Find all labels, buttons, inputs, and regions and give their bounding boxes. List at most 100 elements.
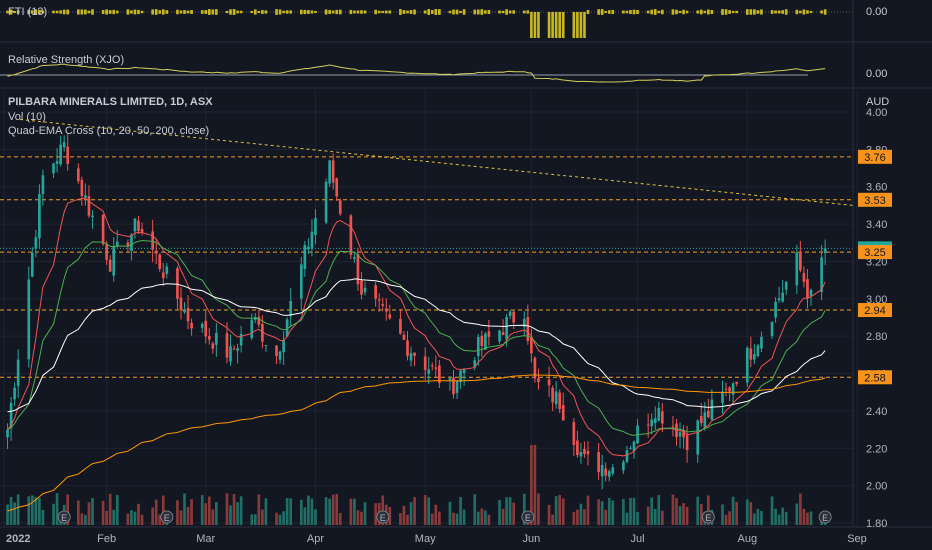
candle-body[interactable] [487, 331, 491, 337]
candle-body[interactable] [77, 168, 80, 182]
candle-body[interactable] [299, 264, 303, 299]
candle-body[interactable] [721, 391, 724, 404]
candle-body[interactable] [579, 451, 583, 457]
rs-pane-title[interactable]: Relative Strength (XJO) [8, 54, 125, 66]
candle-body[interactable] [381, 304, 385, 306]
candle-body[interactable] [200, 323, 204, 328]
candle-body[interactable] [41, 175, 45, 195]
candle-body[interactable] [303, 245, 307, 269]
candle-body[interactable] [526, 317, 530, 341]
candle-body[interactable] [285, 319, 289, 337]
candle-body[interactable] [108, 259, 112, 272]
candle-body[interactable] [289, 300, 293, 317]
candle-body[interactable] [806, 279, 809, 298]
candle-body[interactable] [176, 268, 179, 299]
candle-body[interactable] [505, 316, 508, 340]
candle-body[interactable] [622, 461, 625, 471]
candle-body[interactable] [480, 335, 484, 346]
candle-body[interactable] [13, 387, 16, 400]
candle-body[interactable] [784, 281, 788, 290]
candle-body[interactable] [105, 244, 108, 260]
candle-body[interactable] [310, 231, 314, 249]
candle-body[interactable] [501, 332, 505, 335]
candle-body[interactable] [438, 365, 441, 383]
candle-body[interactable] [604, 468, 608, 476]
candle-body[interactable] [554, 391, 558, 405]
candle-body[interactable] [802, 273, 806, 282]
candle-body[interactable] [335, 178, 339, 197]
candle-body[interactable] [650, 419, 654, 427]
candle-body[interactable] [207, 336, 211, 340]
candle-body[interactable] [760, 336, 763, 349]
indicator-volume[interactable]: Vol (10) [8, 111, 46, 123]
candle-body[interactable] [710, 399, 714, 420]
candle-body[interactable] [427, 369, 431, 374]
candle-body[interactable] [388, 314, 392, 319]
candle-body[interactable] [597, 452, 600, 473]
candle-body[interactable] [774, 301, 777, 318]
candle-body[interactable] [820, 257, 823, 292]
candle-body[interactable] [430, 365, 434, 367]
candle-body[interactable] [363, 287, 367, 293]
candle-body[interactable] [777, 298, 781, 301]
candle-body[interactable] [749, 348, 753, 360]
candle-body[interactable] [6, 429, 9, 438]
candle-body[interactable] [756, 345, 760, 357]
candle-body[interactable] [551, 387, 554, 403]
candle-body[interactable] [87, 196, 91, 216]
candle-body[interactable] [809, 289, 813, 297]
earnings-icon[interactable] [376, 510, 390, 524]
candle-body[interactable] [629, 448, 632, 450]
candle-body[interactable] [186, 307, 190, 322]
candle-body[interactable] [165, 266, 169, 274]
candle-body[interactable] [158, 254, 162, 270]
candle-body[interactable] [533, 357, 537, 379]
candle-body[interactable] [353, 257, 356, 259]
candle-body[interactable] [530, 337, 533, 354]
candle-body[interactable] [275, 345, 278, 356]
candle-body[interactable] [600, 464, 604, 477]
candle-body[interactable] [377, 299, 381, 301]
candle-body[interactable] [261, 323, 264, 342]
candle-body[interactable] [225, 333, 229, 358]
indicator-quad-ema[interactable]: Quad-EMA Cross (10, 20, 50, 200, close) [8, 125, 210, 137]
candle-body[interactable] [349, 215, 353, 255]
candle-body[interactable] [657, 407, 661, 421]
candle-body[interactable] [498, 330, 501, 342]
candle-body[interactable] [653, 418, 657, 423]
candle-body[interactable] [324, 181, 328, 223]
candle-body[interactable] [278, 351, 282, 360]
candle-body[interactable] [239, 333, 243, 346]
candle-body[interactable] [586, 451, 590, 455]
candle-body[interactable] [452, 377, 455, 395]
candle-body[interactable] [728, 387, 731, 392]
candle-body[interactable] [232, 348, 236, 350]
candle-body[interactable] [115, 241, 119, 247]
candle-body[interactable] [572, 422, 576, 446]
candle-body[interactable] [537, 378, 540, 382]
candle-body[interactable] [745, 347, 749, 383]
candle-body[interactable] [484, 333, 487, 350]
candle-body[interactable] [264, 345, 268, 347]
candle-body[interactable] [154, 250, 158, 254]
candle-body[interactable] [402, 334, 406, 340]
candle-body[interactable] [215, 332, 218, 345]
candle-body[interactable] [30, 252, 34, 277]
candle-body[interactable] [66, 146, 70, 165]
candle-body[interactable] [307, 246, 310, 250]
candle-body[interactable] [59, 144, 62, 165]
candle-body[interactable] [781, 292, 784, 302]
candle-body[interactable] [91, 215, 94, 218]
candle-body[interactable] [632, 441, 636, 452]
candle-body[interactable] [671, 426, 675, 428]
candle-body[interactable] [576, 440, 579, 456]
earnings-icon[interactable] [160, 510, 174, 524]
candle-body[interactable] [101, 214, 105, 244]
candle-body[interactable] [331, 160, 335, 183]
trendline[interactable] [19, 118, 854, 206]
candle-body[interactable] [62, 142, 66, 148]
candle-body[interactable] [399, 318, 402, 334]
candle-body[interactable] [696, 420, 700, 455]
candle-body[interactable] [130, 234, 133, 251]
